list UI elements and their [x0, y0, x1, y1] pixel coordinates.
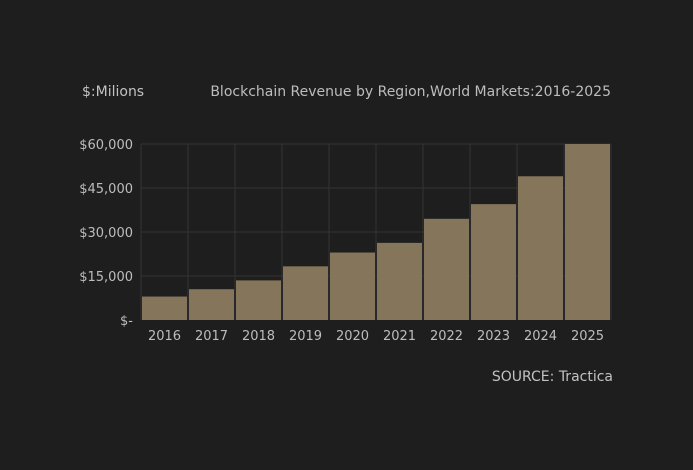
bar-2020: [330, 252, 375, 320]
bar-2024: [518, 176, 563, 320]
x-tick-label: 2022: [430, 329, 463, 344]
x-tick-label: 2020: [336, 329, 369, 344]
y-tick-label: $60,000: [79, 138, 133, 153]
bar-2021: [377, 242, 422, 320]
bar-2022: [424, 218, 469, 320]
bar-2023: [471, 204, 516, 320]
x-tick-label: 2018: [242, 329, 275, 344]
x-tick-label: 2025: [571, 329, 604, 344]
x-tick-label: 2021: [383, 329, 416, 344]
source-note: SOURCE: Tractica: [491, 369, 613, 385]
units-label: $:Milions: [82, 84, 145, 100]
bar-2019: [283, 266, 328, 320]
x-tick-label: 2023: [477, 329, 510, 344]
x-tick-label: 2019: [289, 329, 322, 344]
bar-2016: [142, 296, 187, 320]
x-tick-label: 2017: [195, 329, 228, 344]
x-tick-label: 2016: [148, 329, 181, 344]
x-tick-label: 2024: [524, 329, 557, 344]
bar-2017: [189, 289, 234, 320]
y-tick-label: $30,000: [79, 226, 133, 241]
y-tick-label: $45,000: [79, 182, 133, 197]
y-tick-label: $-: [120, 314, 133, 329]
chart-title: Blockchain Revenue by Region,World Marke…: [210, 84, 611, 100]
bar-2018: [236, 280, 281, 320]
y-tick-label: $15,000: [79, 270, 133, 285]
bar-2025: [565, 144, 610, 320]
